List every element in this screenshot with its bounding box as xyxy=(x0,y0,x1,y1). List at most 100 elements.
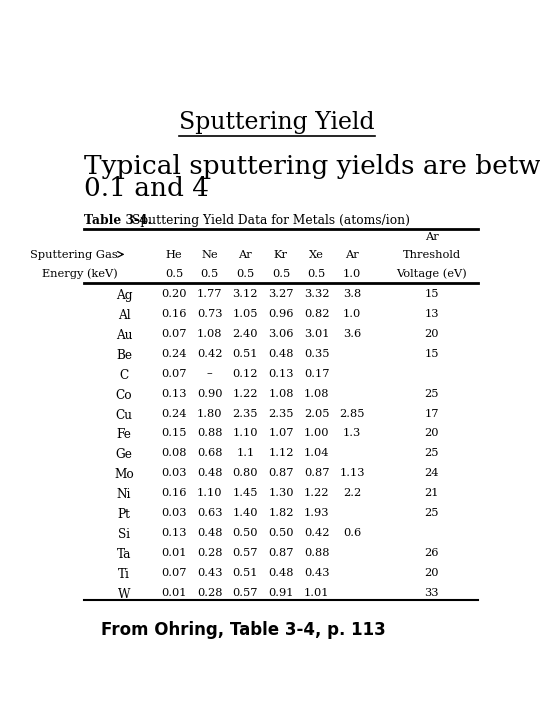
Text: Ti: Ti xyxy=(118,568,130,581)
Text: 0.57: 0.57 xyxy=(233,548,258,558)
Text: Sputtering Gas: Sputtering Gas xyxy=(30,250,118,260)
Text: 25: 25 xyxy=(424,389,439,399)
Text: 0.82: 0.82 xyxy=(304,309,329,319)
Text: Co: Co xyxy=(116,389,132,402)
Text: Be: Be xyxy=(116,348,132,361)
Text: 2.35: 2.35 xyxy=(268,408,294,418)
Text: Ne: Ne xyxy=(201,250,218,260)
Text: 0.15: 0.15 xyxy=(161,428,187,438)
Text: 0.87: 0.87 xyxy=(268,469,294,478)
Text: 2.05: 2.05 xyxy=(304,408,329,418)
Text: 0.5: 0.5 xyxy=(307,269,326,279)
Text: 0.51: 0.51 xyxy=(233,348,258,359)
Text: 1.12: 1.12 xyxy=(268,449,294,459)
Text: 0.42: 0.42 xyxy=(197,348,222,359)
Text: 1.13: 1.13 xyxy=(339,469,365,478)
Text: 2.40: 2.40 xyxy=(233,328,258,338)
Text: 0.28: 0.28 xyxy=(197,588,222,598)
Text: 0.48: 0.48 xyxy=(197,528,222,539)
Text: 3.06: 3.06 xyxy=(268,328,294,338)
Text: From Ohring, Table 3-4, p. 113: From Ohring, Table 3-4, p. 113 xyxy=(101,621,386,639)
Text: 1.45: 1.45 xyxy=(233,488,258,498)
Text: –: – xyxy=(207,369,213,379)
Text: 0.51: 0.51 xyxy=(233,568,258,578)
Text: 2.2: 2.2 xyxy=(343,488,361,498)
Text: 1.3: 1.3 xyxy=(343,428,361,438)
Text: 20: 20 xyxy=(424,568,439,578)
Text: 1.1: 1.1 xyxy=(236,449,254,459)
Text: 0.13: 0.13 xyxy=(268,369,294,379)
Text: Xe: Xe xyxy=(309,250,324,260)
Text: Mo: Mo xyxy=(114,469,134,482)
Text: 1.05: 1.05 xyxy=(233,309,258,319)
Text: Ag: Ag xyxy=(116,289,132,302)
Text: 1.80: 1.80 xyxy=(197,408,222,418)
Text: 0.01: 0.01 xyxy=(161,588,187,598)
Text: 0.57: 0.57 xyxy=(233,588,258,598)
Text: 0.91: 0.91 xyxy=(268,588,294,598)
Text: Au: Au xyxy=(116,328,132,342)
Text: 2.35: 2.35 xyxy=(233,408,258,418)
Text: Pt: Pt xyxy=(118,508,131,521)
Text: 0.68: 0.68 xyxy=(197,449,222,459)
Text: 1.40: 1.40 xyxy=(233,508,258,518)
Text: 0.13: 0.13 xyxy=(161,389,187,399)
Text: Ni: Ni xyxy=(117,488,131,501)
Text: Al: Al xyxy=(118,309,130,322)
Text: 26: 26 xyxy=(424,548,439,558)
Text: 3.6: 3.6 xyxy=(343,328,361,338)
Text: 1.82: 1.82 xyxy=(268,508,294,518)
Text: C: C xyxy=(119,369,129,382)
Text: 0.50: 0.50 xyxy=(233,528,258,539)
Text: 0.13: 0.13 xyxy=(161,528,187,539)
Text: 1.10: 1.10 xyxy=(233,428,258,438)
Text: 1.0: 1.0 xyxy=(343,269,361,279)
Text: Table 3-4.: Table 3-4. xyxy=(84,214,152,227)
Text: 0.01: 0.01 xyxy=(161,548,187,558)
Text: Ar: Ar xyxy=(345,250,359,260)
Text: 1.07: 1.07 xyxy=(268,428,294,438)
Text: 24: 24 xyxy=(424,469,439,478)
Text: 1.00: 1.00 xyxy=(304,428,329,438)
Text: 0.16: 0.16 xyxy=(161,488,187,498)
Text: 0.43: 0.43 xyxy=(304,568,329,578)
Text: 1.93: 1.93 xyxy=(304,508,329,518)
Text: 0.12: 0.12 xyxy=(233,369,258,379)
Text: Threshold: Threshold xyxy=(402,250,461,260)
Text: Fe: Fe xyxy=(117,428,131,441)
Text: Sputtering Yield Data for Metals (atoms/ion): Sputtering Yield Data for Metals (atoms/… xyxy=(132,214,410,227)
Text: 13: 13 xyxy=(424,309,439,319)
Text: 33: 33 xyxy=(424,588,439,598)
Text: 21: 21 xyxy=(424,488,439,498)
Text: 0.5: 0.5 xyxy=(165,269,184,279)
Text: 3.01: 3.01 xyxy=(304,328,329,338)
Text: 0.87: 0.87 xyxy=(304,469,329,478)
Text: 0.90: 0.90 xyxy=(197,389,222,399)
Text: 0.42: 0.42 xyxy=(304,528,329,539)
Text: 1.22: 1.22 xyxy=(304,488,329,498)
Text: 0.80: 0.80 xyxy=(233,469,258,478)
Text: 0.5: 0.5 xyxy=(236,269,254,279)
Text: 3.12: 3.12 xyxy=(233,289,258,299)
Text: 0.24: 0.24 xyxy=(161,408,187,418)
Text: 0.35: 0.35 xyxy=(304,348,329,359)
Text: 0.03: 0.03 xyxy=(161,469,187,478)
Text: Voltage (eV): Voltage (eV) xyxy=(396,269,467,279)
Text: 15: 15 xyxy=(424,289,439,299)
Text: Ta: Ta xyxy=(117,548,131,561)
Text: 25: 25 xyxy=(424,449,439,459)
Text: Si: Si xyxy=(118,528,130,541)
Text: 1.0: 1.0 xyxy=(343,309,361,319)
Text: W: W xyxy=(118,588,130,601)
Text: 0.24: 0.24 xyxy=(161,348,187,359)
Text: 2.85: 2.85 xyxy=(339,408,365,418)
Text: 17: 17 xyxy=(424,408,439,418)
Text: 0.03: 0.03 xyxy=(161,508,187,518)
Text: 0.07: 0.07 xyxy=(161,369,187,379)
Text: 0.08: 0.08 xyxy=(161,449,187,459)
Text: 25: 25 xyxy=(424,508,439,518)
Text: 1.08: 1.08 xyxy=(197,328,222,338)
Text: 1.77: 1.77 xyxy=(197,289,222,299)
Text: 0.48: 0.48 xyxy=(197,469,222,478)
Text: 0.43: 0.43 xyxy=(197,568,222,578)
